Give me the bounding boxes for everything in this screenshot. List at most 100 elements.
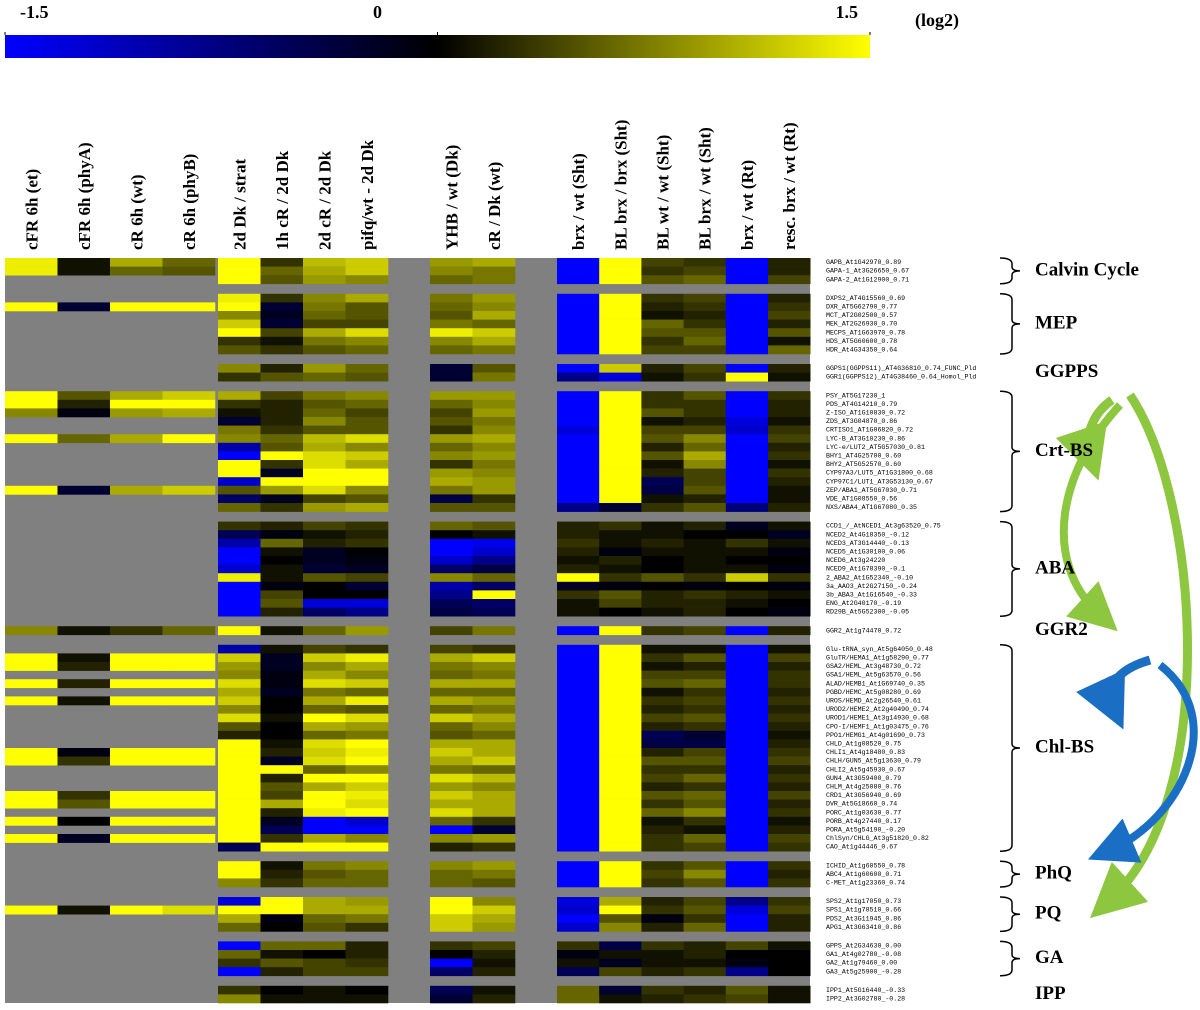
heatmap-cell [641,626,684,636]
heatmap-cell [5,834,58,843]
heatmap-cell [599,994,642,1004]
heatmap-cell [57,391,111,401]
heatmap-cell [725,477,769,487]
row-label: 2_ABA2_At1G52340_-0.10 [826,574,913,581]
heatmap-cell [218,564,261,574]
heatmap-cell [430,391,473,401]
heatmap-cell [260,425,304,435]
row-label: DVR_At5G18660_0.74 [826,801,897,808]
heatmap-cell [683,372,727,382]
heatmap-cell [472,275,516,285]
heatmap-cell [725,958,769,968]
heatmap-cell [345,345,389,355]
heatmap-cell [599,905,642,915]
heatmap-cell [472,722,516,732]
heatmap-cell [683,687,727,697]
heatmap-cell [641,477,684,487]
heatmap-cell [641,442,684,452]
heatmap-cell [768,372,811,382]
heatmap-cell [472,266,516,276]
heatmap-cell [599,791,642,800]
heatmap-cell [472,791,516,800]
heatmap-cell [260,328,304,338]
row-label: PPO1/HEMG1_At4g01690_0.73 [826,732,925,739]
heatmap-cell [260,460,304,469]
group-label: GGPPS [1035,361,1098,382]
heatmap-cell [683,345,727,355]
heatmap-cell [472,679,516,689]
heatmap-cell [260,266,304,276]
heatmap-cell [641,914,684,924]
heatmap-cell [599,442,642,452]
heatmap-cell [260,599,304,608]
heatmap-cell [345,399,389,409]
heatmap-cell [303,756,346,766]
heatmap-cell [683,670,727,680]
heatmap-cell [345,468,389,478]
heatmap-cell [768,581,811,591]
heatmap-cell [345,644,389,654]
heatmap-cell [599,302,642,312]
heatmap-cell [768,336,811,346]
heatmap-cell [768,765,811,775]
heatmap-cell [725,391,769,401]
heatmap-cell [303,364,346,373]
heatmap-cell [218,696,261,706]
heatmap-cell [218,425,261,435]
heatmap-cell [57,905,111,915]
heatmap-cell [683,319,727,329]
heatmap-cell [472,967,516,977]
heatmap-cell [472,391,516,401]
heatmap-cell [303,662,346,671]
row-label: ALAD/HEMB1_At1G69740_0.35 [826,680,925,687]
heatmap-cell [768,408,811,418]
heatmap-cell [768,391,811,401]
heatmap-cell [472,670,516,680]
heatmap-cell [599,842,642,852]
heatmap-cell [683,485,727,495]
row-label: PORA_At5g54190_-0.20 [826,826,905,833]
heatmap-cell [110,816,163,826]
heatmap-cell [430,914,473,924]
heatmap-cell [5,696,58,706]
heatmap-cell [557,460,600,469]
heatmap-cell [345,372,389,382]
heatmap-cell [599,311,642,320]
heatmap-cell [430,275,473,285]
heatmap-cell [768,653,811,663]
heatmap-cell [768,538,811,548]
row-label: CHLM_At4g25080_0.76 [826,783,901,790]
heatmap-cell [557,319,600,329]
column-header: cR 6h (wt) [127,174,146,250]
heatmap-cell [303,670,346,680]
heatmap-cell [430,345,473,355]
heatmap-cell [641,897,684,906]
heatmap-cell [683,842,727,852]
heatmap-cell [218,679,261,689]
heatmap-cell [683,705,727,714]
heatmap-cell [260,914,304,924]
heatmap-cell [725,653,769,663]
heatmap-cell [557,914,600,924]
heatmap-cell [557,922,600,932]
heatmap-cell [557,468,600,478]
heatmap-cell [472,816,516,826]
heatmap-cell [218,293,261,303]
heatmap-cell [641,679,684,689]
heatmap-cell [430,319,473,329]
heatmap-cell [472,311,516,320]
row-label: LYC-B_AT3G10230_0.86 [826,435,905,442]
heatmap-cell [768,573,811,583]
heatmap-cell [345,958,389,968]
heatmap-cell [218,662,261,671]
heatmap-cell [345,922,389,932]
heatmap-cell [303,653,346,663]
heatmap-cell [345,756,389,766]
heatmap-cell [303,468,346,478]
heatmap-cell [472,644,516,654]
heatmap-cell [345,328,389,338]
heatmap-cell [768,696,811,706]
heatmap-cell [641,869,684,879]
heatmap-cell [57,756,111,766]
row-label: DXR_AT5G62790_0.77 [826,303,897,310]
